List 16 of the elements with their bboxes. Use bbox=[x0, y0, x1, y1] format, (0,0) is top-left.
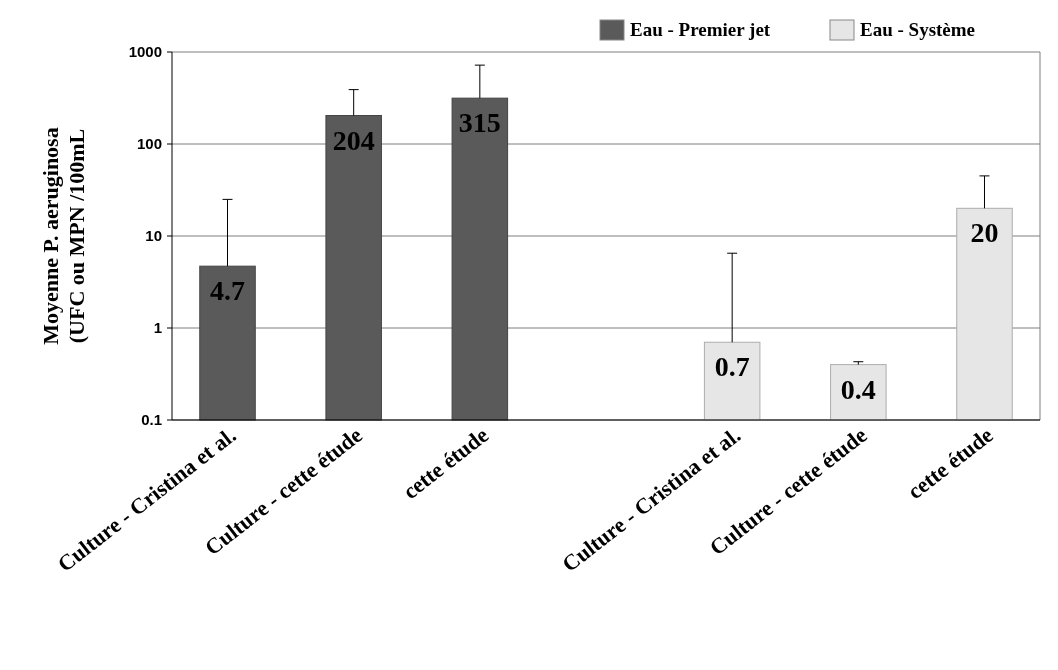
y-tick-label: 0.1 bbox=[141, 411, 162, 429]
y-tick-label: 10 bbox=[145, 227, 162, 245]
legend-label: Eau - Système bbox=[860, 19, 976, 40]
data-label: 0.7 bbox=[714, 351, 750, 383]
y-tick-label: 100 bbox=[136, 135, 162, 153]
y-tick-label: 1000 bbox=[128, 43, 162, 61]
data-label: 315 bbox=[458, 107, 501, 139]
data-label: 204 bbox=[332, 124, 375, 156]
data-label: 20 bbox=[970, 217, 999, 249]
x-tick-label: cette étude bbox=[902, 422, 998, 504]
y-axis-title: Moyenne P. aeruginosa (UFC ou MPN /100mL bbox=[38, 127, 89, 345]
data-label: 4.7 bbox=[210, 275, 246, 307]
y-tick-label: 1 bbox=[153, 319, 162, 337]
legend-label: Eau - Premier jet bbox=[630, 19, 771, 40]
x-tick-label: cette étude bbox=[398, 422, 494, 504]
data-label: 0.4 bbox=[840, 373, 876, 405]
